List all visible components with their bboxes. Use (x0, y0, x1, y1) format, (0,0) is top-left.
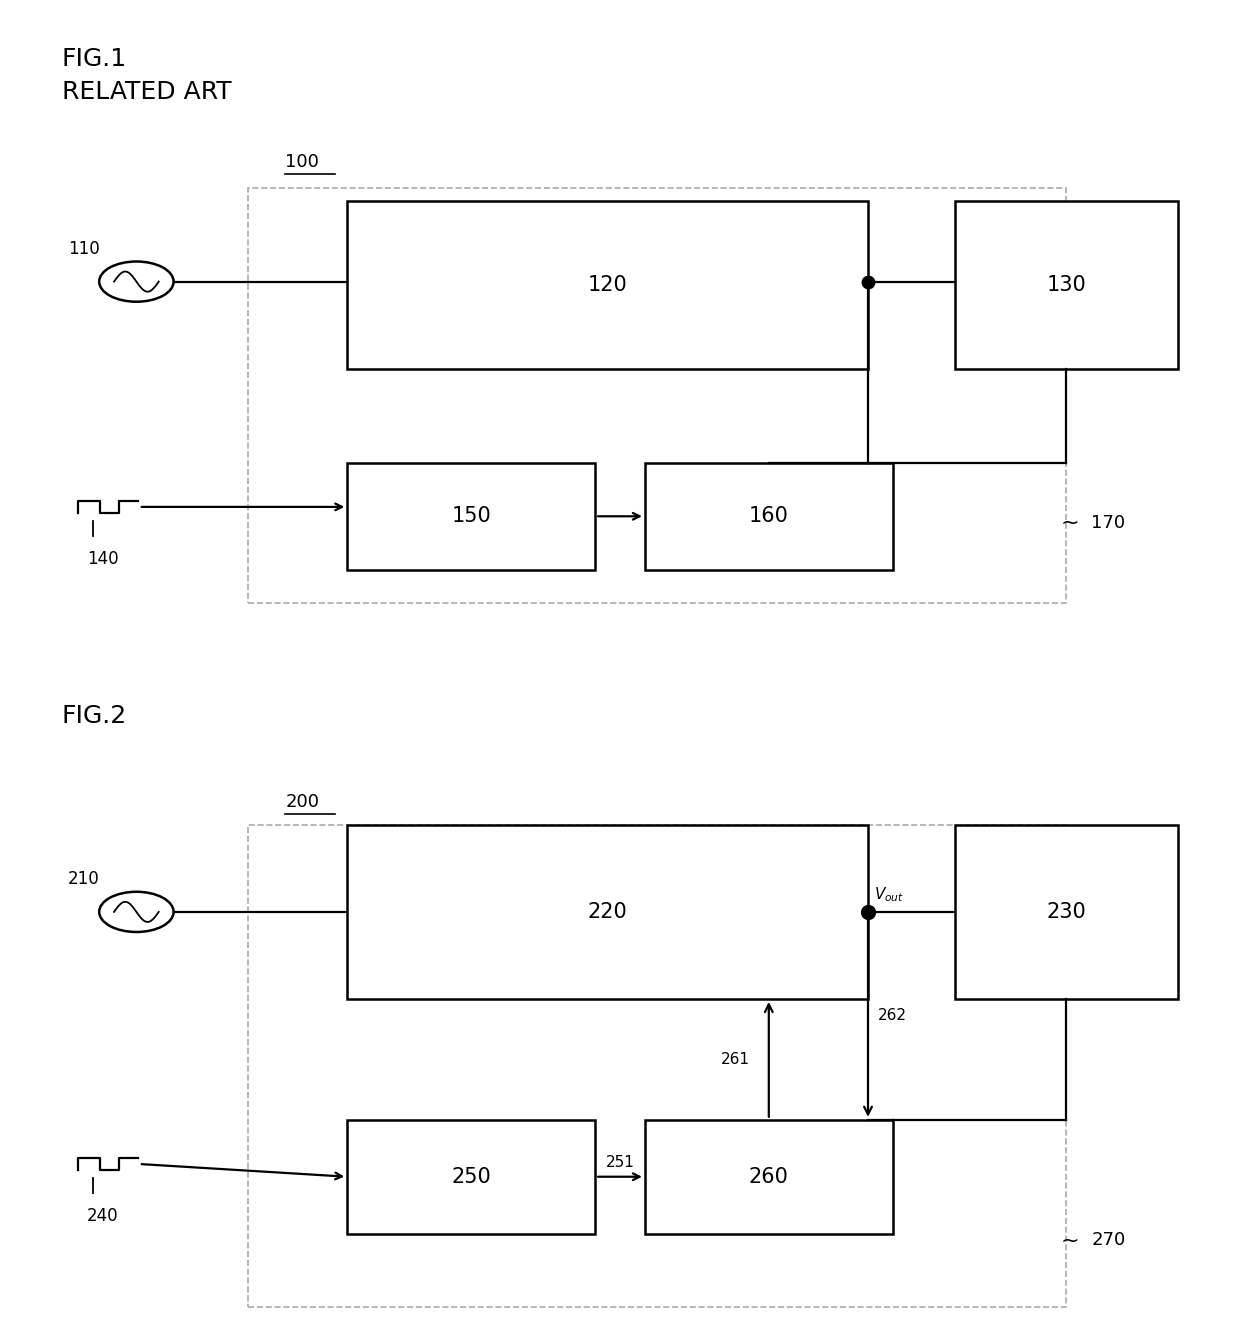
Text: 261: 261 (722, 1051, 750, 1067)
Text: 210: 210 (68, 870, 100, 889)
Bar (248, 188, 1066, 603)
Bar (645, 1120, 893, 1234)
Text: 100: 100 (285, 153, 319, 172)
Text: 260: 260 (749, 1167, 789, 1187)
Text: 170: 170 (1091, 514, 1126, 532)
Text: FIG.2: FIG.2 (62, 704, 128, 728)
Bar (347, 825, 868, 999)
Bar (347, 1120, 595, 1234)
Text: 250: 250 (451, 1167, 491, 1187)
Text: 200: 200 (285, 794, 319, 811)
Text: ~: ~ (1060, 514, 1079, 532)
Text: $V_{out}$: $V_{out}$ (874, 885, 904, 904)
Text: 251: 251 (605, 1155, 635, 1169)
Text: 160: 160 (749, 507, 789, 526)
Bar (955, 825, 1178, 999)
Bar (645, 463, 893, 570)
Bar (347, 201, 868, 369)
Text: 230: 230 (1047, 902, 1086, 921)
Bar (347, 463, 595, 570)
Text: 262: 262 (878, 1008, 906, 1023)
Text: 270: 270 (1091, 1231, 1126, 1250)
Text: 110: 110 (68, 240, 100, 259)
Text: RELATED ART: RELATED ART (62, 80, 232, 105)
Text: ~: ~ (1060, 1231, 1079, 1250)
Text: 150: 150 (451, 507, 491, 526)
Bar (955, 201, 1178, 369)
Text: FIG.1: FIG.1 (62, 47, 128, 71)
Bar (248, 825, 1066, 1307)
Text: 220: 220 (588, 902, 627, 921)
Text: 120: 120 (588, 275, 627, 295)
Text: 130: 130 (1047, 275, 1086, 295)
Text: 140: 140 (87, 550, 119, 567)
Text: 240: 240 (87, 1207, 119, 1224)
